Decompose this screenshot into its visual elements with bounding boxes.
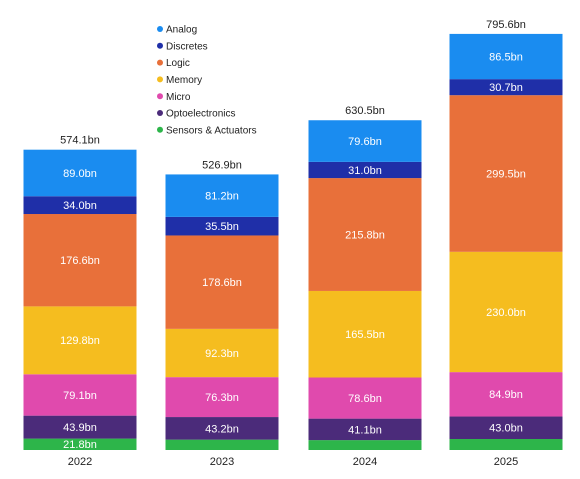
legend-marker [157, 126, 163, 133]
legend-label: Sensors & Actuators [166, 125, 257, 136]
bar-segment [308, 377, 422, 419]
bar-segment [23, 149, 137, 197]
legend-label: Logic [166, 58, 190, 69]
value-label: 86.5bn [489, 51, 523, 63]
bar-segment [449, 251, 563, 373]
bar-segment [23, 306, 137, 375]
legend-label: Discretes [166, 41, 208, 52]
bar-segment [165, 417, 279, 440]
bar-segment [449, 439, 563, 450]
bar-segment [308, 440, 422, 450]
bar-segment [23, 196, 137, 215]
bar-segment [165, 328, 279, 378]
value-label: 129.8bn [60, 335, 100, 347]
bar-segment [165, 235, 279, 329]
value-label: 92.3bn [205, 348, 239, 360]
legend-label: Optoelectronics [166, 109, 235, 120]
bar-segment [23, 438, 137, 450]
value-label: 41.1bn [348, 424, 382, 436]
value-label: 35.5bn [205, 221, 239, 233]
value-label: 43.9bn [63, 422, 97, 434]
x-tick-label: 2024 [353, 456, 377, 468]
bar-segment [165, 439, 279, 450]
value-label: 31.0bn [348, 165, 382, 177]
legend-marker [157, 93, 163, 100]
value-label: 78.6bn [348, 393, 382, 405]
legend-marker [157, 110, 163, 116]
bar-segment [449, 95, 563, 252]
value-label: 84.9bn [489, 389, 523, 401]
total-label: 574.1bn [60, 135, 100, 147]
value-label: 165.5bn [345, 329, 385, 341]
legend-label: Analog [166, 25, 197, 36]
value-label: 30.7bn [489, 82, 523, 94]
total-label: 630.5bn [345, 105, 385, 117]
value-label: 34.0bn [63, 200, 97, 212]
total-label: 526.9bn [202, 159, 242, 171]
x-tick-label: 2023 [210, 456, 234, 468]
value-label: 178.6bn [202, 277, 242, 289]
bar-segment [165, 216, 279, 236]
legend-label: Micro [166, 92, 191, 103]
bar-segment [308, 120, 422, 162]
legend-marker [157, 76, 163, 83]
bar-segment [308, 161, 422, 179]
value-label: 230.0bn [486, 307, 526, 319]
value-label: 43.0bn [489, 423, 523, 435]
bar-segment [23, 214, 137, 307]
bar-segment [23, 374, 137, 416]
bar-segment [449, 33, 563, 80]
legend-label: Memory [166, 75, 202, 86]
value-label: 81.2bn [205, 191, 239, 203]
value-label: 76.3bn [205, 392, 239, 404]
value-label: 79.1bn [63, 390, 97, 402]
bar-segment [23, 415, 137, 439]
bar-segment [308, 178, 422, 291]
bar-segment [449, 79, 563, 96]
legend-marker [157, 59, 163, 66]
value-label: 299.5bn [486, 168, 526, 180]
legend-marker [157, 26, 163, 32]
bar-segment [165, 377, 279, 418]
total-label: 795.6bn [486, 19, 526, 31]
value-label: 43.2bn [205, 423, 239, 435]
value-label: 215.8bn [345, 229, 385, 241]
bar-segment [165, 174, 279, 217]
bar-segment [308, 290, 422, 378]
value-label: 79.6bn [348, 136, 382, 148]
legend-marker [157, 42, 163, 49]
value-label: 176.6bn [60, 255, 100, 267]
value-label: 89.0bn [63, 168, 97, 180]
x-tick-label: 2025 [494, 456, 518, 468]
x-tick-label: 2022 [68, 456, 92, 468]
bar-segment [449, 416, 563, 440]
bar-segment [449, 372, 563, 417]
bar-segment [308, 418, 422, 441]
value-label: 21.8bn [63, 439, 97, 451]
